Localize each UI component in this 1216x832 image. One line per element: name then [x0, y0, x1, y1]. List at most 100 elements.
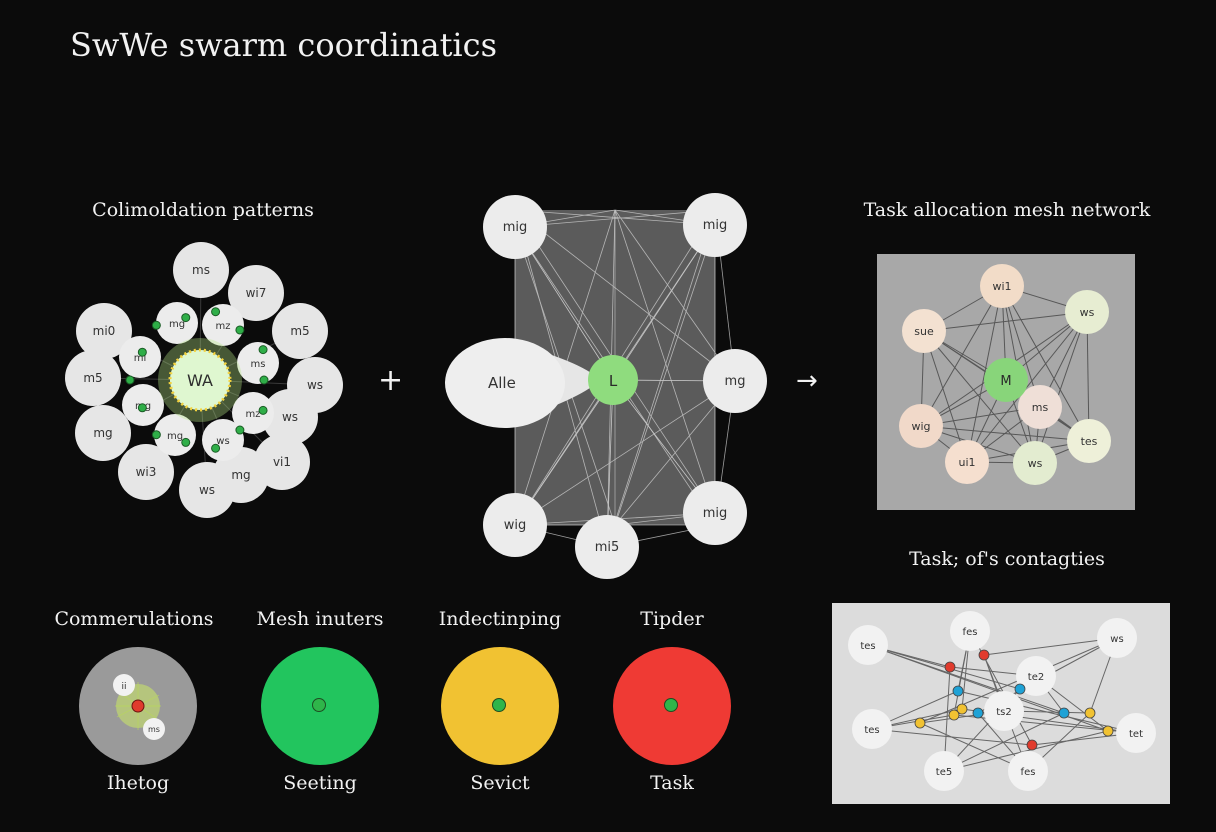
mesh-network-diagram: Alle mig mig mg mig mi5 wig L — [445, 193, 767, 579]
contagion-diagram: tes fes ws te2 tet fes te5 tes ts2 — [832, 603, 1170, 804]
task-node-label: ui1 — [958, 456, 975, 469]
swarm-inner-node-circle — [119, 336, 161, 378]
contagion-node-circle — [924, 751, 964, 791]
page-title: SwWe swarm coordinatics — [70, 26, 497, 64]
swarm-agent-dot — [151, 430, 161, 440]
task-node-circle — [1067, 419, 1111, 463]
mesh-node-label: mig — [703, 506, 728, 521]
swarm-inner-node-label: mz — [246, 409, 261, 420]
contagion-dot — [978, 649, 990, 661]
legend-swatch-1: ii ms — [79, 647, 197, 765]
mesh-node-label: wig — [504, 518, 527, 533]
contagion-link — [943, 730, 1109, 772]
mesh-link — [606, 209, 716, 548]
swarm-agent-dot — [259, 375, 269, 385]
swarm-agent-dot — [211, 443, 221, 453]
task-node-circle — [1013, 441, 1057, 485]
swarm-outer-node-circle — [179, 462, 235, 518]
mesh-node-circle — [683, 193, 747, 257]
swarm-agent-dot — [258, 405, 268, 415]
swarm-outer-node-circle — [272, 303, 328, 359]
contagion-dot — [1014, 683, 1026, 695]
contagion-dot — [1026, 739, 1038, 751]
swarm-agent-dot — [258, 345, 268, 355]
task-node-label: ws — [1028, 457, 1043, 470]
legend-label-bottom-2: Seeting — [283, 772, 357, 794]
swarm-inner-node-label: mg — [169, 319, 185, 330]
swarm-outer-node-label: ms — [192, 263, 210, 277]
legend-label-top-3: Indectinping — [438, 608, 562, 630]
swarm-agent-dot — [235, 425, 245, 435]
task-center-label: M — [1000, 374, 1011, 389]
contagion-dot — [956, 703, 968, 715]
swarm-inner-node-circle — [237, 342, 279, 384]
legend-swatch-4 — [613, 647, 731, 765]
swarm-agent-dot — [137, 403, 147, 413]
mesh-node-circle — [483, 195, 547, 259]
swarm-outer-node-circle — [75, 405, 131, 461]
contagion-node-circle — [848, 625, 888, 665]
swarm-outer-node-circle — [118, 444, 174, 500]
contagion-dot — [1084, 707, 1096, 719]
legend-mini-node-1: ii — [121, 682, 126, 692]
mesh-node-label: mi5 — [595, 540, 620, 555]
contagion-node-label: tet — [1129, 729, 1143, 740]
mesh-link — [514, 209, 736, 382]
swarm-outer-node-label: ws — [307, 378, 323, 392]
legend-swatch-3 — [441, 647, 559, 765]
swarm-outer-node-circle — [228, 265, 284, 321]
swarm-outer-node-label: mg — [231, 468, 250, 482]
task-link — [923, 330, 968, 463]
contagion-node-label: tes — [860, 641, 875, 652]
mesh-link — [514, 380, 736, 526]
task-link — [923, 330, 1036, 464]
swarm-outer-node-circle — [65, 350, 121, 406]
swarm-inner-node-label: mg — [167, 431, 183, 442]
swarm-agent-dot — [235, 325, 245, 335]
section-title-task-allocation: Task allocation mesh network — [863, 199, 1151, 221]
swarm-agent-dot — [211, 307, 221, 317]
mesh-node-circle — [575, 515, 639, 579]
contagion-node-label: ws — [1110, 634, 1123, 645]
contagion-link — [983, 637, 1118, 656]
mesh-node-circle — [683, 481, 747, 545]
contagion-node-label: te2 — [1028, 672, 1044, 683]
task-node-label: wi1 — [992, 280, 1011, 293]
mesh-center-label: L — [609, 372, 618, 390]
mesh-node-circle — [703, 349, 767, 413]
mesh-link — [614, 209, 716, 514]
mesh-node-label: mg — [725, 374, 746, 389]
contagion-link — [871, 728, 1033, 746]
swarm-cluster-diagram: ms wi7 m5 ws ws vi1 mg ws wi3 mg m5 mi0 mg mz ms mz ws m… — [65, 242, 343, 518]
swarm-outer-node-circle — [76, 303, 132, 359]
swarm-outer-node-label: ws — [199, 483, 215, 497]
task-node-label: ws — [1080, 306, 1095, 319]
contagion-dot — [1102, 725, 1114, 737]
contagion-node-circle — [852, 709, 892, 749]
contagion-link — [867, 644, 1021, 690]
section-title-coordination: Colimoldation patterns — [92, 199, 314, 221]
arrow-operator: → — [796, 366, 818, 396]
swarm-agent-dot — [151, 320, 161, 330]
mesh-left-label: Alle — [488, 374, 516, 392]
legend-label-top-2: Mesh inuters — [256, 608, 384, 630]
contagion-node-label: te5 — [936, 767, 952, 778]
swarm-outer-node-circle — [262, 389, 318, 445]
contagion-node-label: fes — [963, 627, 978, 638]
task-link — [923, 311, 1088, 332]
contagion-node-circle — [1097, 618, 1137, 658]
swarm-outer-node-label: wi7 — [246, 286, 267, 300]
task-link — [966, 311, 1088, 463]
swarm-outer-node-label: mg — [93, 426, 112, 440]
task-allocation-diagram: wi1 ws tes ws ui1 wig sue ms M — [877, 254, 1135, 510]
swarm-inner-node-label: ws — [216, 436, 229, 447]
swarm-inner-node-label: mi — [134, 353, 147, 364]
mesh-node-label: mig — [703, 218, 728, 233]
contagion-node-circle — [1016, 656, 1056, 696]
task-node-circle — [945, 440, 989, 484]
task-node-circle — [980, 264, 1024, 308]
swarm-outer-node-label: vi1 — [273, 455, 291, 469]
mesh-node-label: mig — [503, 220, 528, 235]
contagion-dot — [944, 661, 956, 673]
contagion-dot — [952, 685, 964, 697]
